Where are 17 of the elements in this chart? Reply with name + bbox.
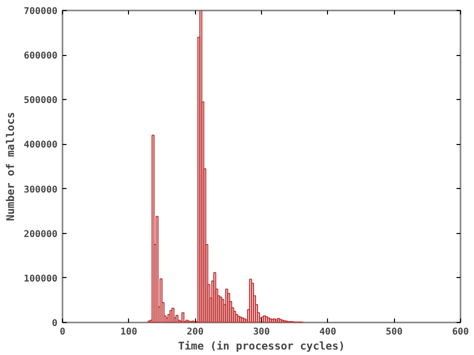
x-tick-label: 500: [386, 326, 403, 338]
y-tick-label: 0: [52, 318, 58, 329]
x-tick-label: 0: [60, 326, 66, 338]
y-tick-label: 100000: [24, 273, 58, 284]
x-tick-label: 300: [253, 326, 270, 338]
y-tick-label: 500000: [24, 95, 58, 106]
x-tick-label: 200: [186, 326, 204, 338]
x-tick-label: 100: [120, 326, 138, 338]
y-tick-label: 400000: [24, 140, 58, 151]
x-tick-label: 600: [452, 326, 470, 338]
x-axis-title: Time (in processor cycles): [178, 340, 345, 352]
y-axis-title: Number of mallocs: [4, 112, 17, 222]
x-tick-label: 400: [319, 326, 337, 338]
y-tick-label: 600000: [24, 50, 58, 62]
y-tick-label: 200000: [24, 228, 58, 240]
y-tick-label: 700000: [24, 6, 58, 17]
y-tick-label: 300000: [24, 184, 58, 196]
